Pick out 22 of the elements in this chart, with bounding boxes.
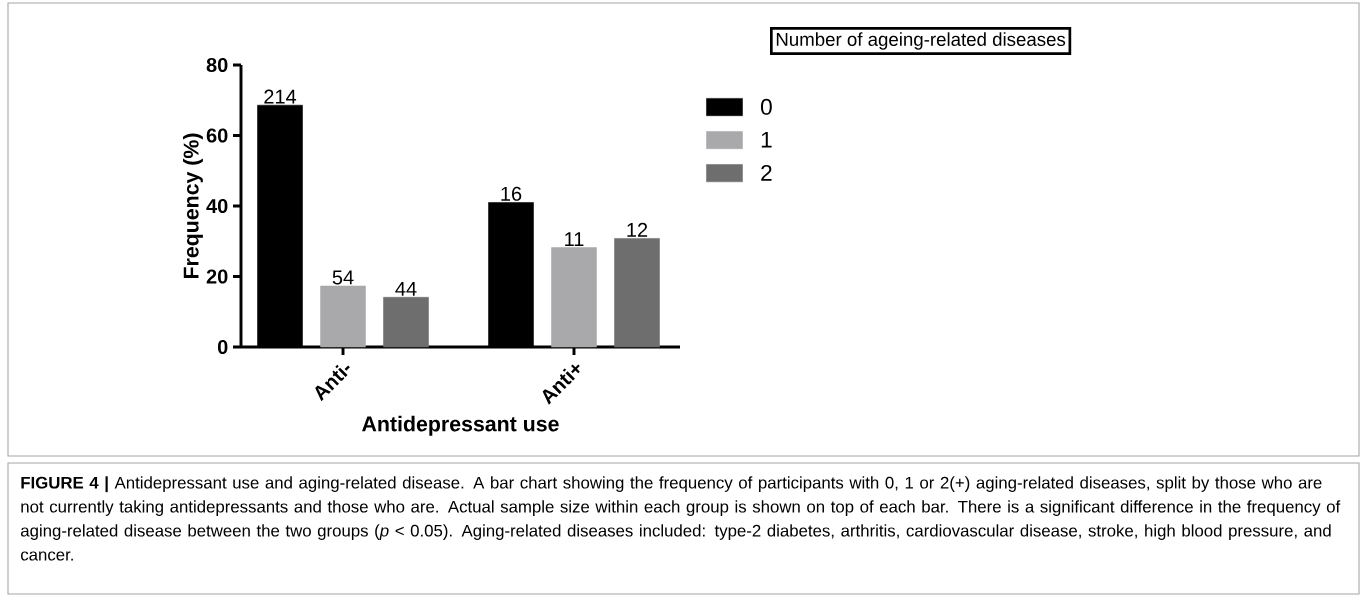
annotation: 11: [565, 232, 584, 246]
text: FIGURE 4 | Antidepressant use and aging-related disease. A bar chart showing the frequency of participants with 0, 1 or 2(+) aging-related diseases, split by those who are not currently taking antidepressants and those who are. Actual sample size within each group is shown on top of each bar. There is a significant difference in the frequency of aging-related disease between the two groups (p < 0.05). Aging-related diseases included: type-2 diabetes, arthritis, cardiovascular disease, stroke, high blood pressure, and cancer.: [20, 476, 1341, 561]
legend-label: 1: [761, 131, 772, 148]
annotation: 12: [627, 222, 648, 237]
bar: [383, 297, 429, 348]
y-tick-label: 0: [217, 339, 228, 355]
annotation: 16: [501, 186, 522, 201]
y-tick-label: 60: [206, 128, 228, 143]
bar: [614, 238, 660, 348]
legend-label: 2: [761, 164, 772, 181]
annotation: 44: [395, 281, 417, 296]
bar: [551, 247, 597, 348]
bar: [320, 285, 366, 348]
y-tick-label: 20: [206, 269, 228, 284]
y-tick-label: 40: [206, 198, 228, 214]
annotation: 54: [332, 270, 354, 285]
annotation: 214: [264, 89, 297, 104]
y-axis-title: Frequency (%): [183, 133, 203, 279]
y-tick-label: 80: [206, 57, 228, 73]
legend-title: Number of ageing-related diseases: [776, 32, 1066, 50]
x-axis-title: Antidepressant use: [362, 415, 559, 436]
legend-label: 0: [760, 98, 772, 115]
